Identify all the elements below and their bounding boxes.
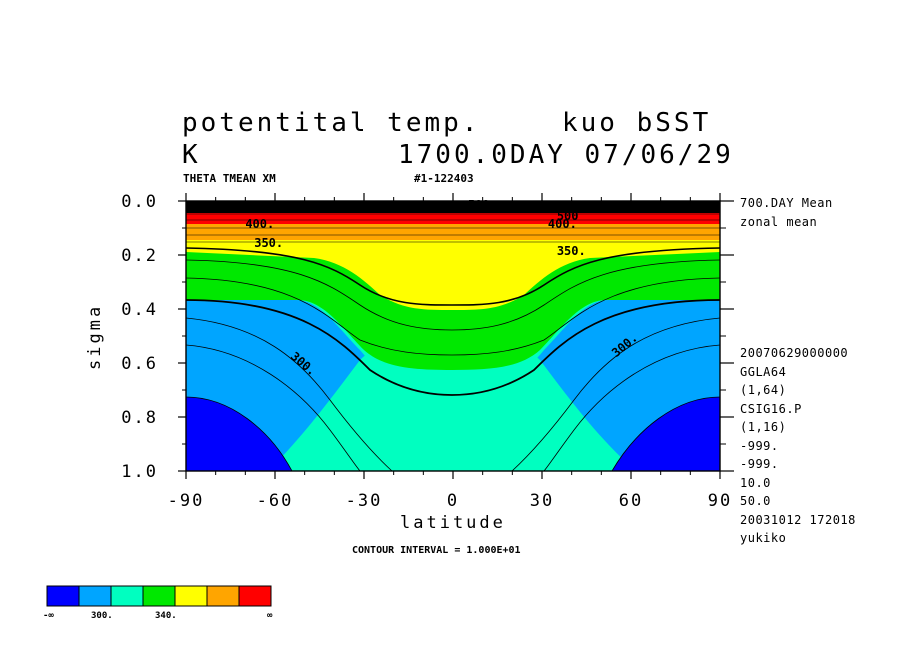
contour-line (186, 396, 293, 471)
contour-line (186, 317, 393, 471)
colorbar-swatch (46, 585, 80, 607)
metadata-line: (1,16) (740, 420, 787, 434)
y-tick-label: 0.4 (121, 300, 158, 320)
colorbar-swatch (142, 585, 176, 607)
band-below-300-sh (186, 397, 292, 471)
mean-period-label: 700.DAY Mean (740, 196, 833, 210)
colorbar: -∞ 300. 340. ∞ (43, 585, 273, 621)
metadata-line: GGLA64 (740, 364, 787, 379)
contour-label: 350. (557, 244, 586, 258)
band-360-380 (186, 238, 720, 310)
colorbar-swatch (174, 585, 208, 607)
y-tick-label: 0.6 (121, 354, 158, 374)
contour-line (186, 247, 720, 306)
x-tick-label: 0 (447, 491, 459, 511)
band-400-450 (186, 212, 720, 224)
metadata-line: 20070629000000 (740, 346, 849, 360)
metadata-line: 10.0 (740, 475, 771, 490)
metadata-line: CSIG16.P (740, 401, 802, 416)
experiment-name: kuo bSST (562, 108, 712, 138)
units-label: K (182, 140, 201, 170)
contour-line (186, 277, 720, 356)
run-id-label: #1-122403 (414, 172, 474, 185)
colorbar-label: -∞ (43, 611, 54, 621)
metadata-line: -999. (740, 457, 779, 471)
contour-line (186, 344, 361, 471)
y-tick-label: 0.0 (121, 192, 158, 212)
contour-label: 500 (557, 209, 579, 223)
y-tick-label: 0.8 (121, 408, 158, 428)
contour-interval-label: CONTOUR INTERVAL = 1.000E+01 (352, 545, 521, 556)
x-tick-label: -60 (257, 491, 294, 511)
band-dense-top (186, 201, 720, 213)
metadata-line: -999. (740, 438, 779, 453)
x-axis-label: latitude (400, 513, 506, 533)
contour-label: 400. (548, 217, 577, 231)
band-below-300-nh (612, 397, 720, 471)
y-tick-label: 1.0 (121, 462, 158, 482)
metadata-line: (1,64) (740, 383, 787, 397)
colorbar-swatch (206, 585, 240, 607)
x-tick-label: -30 (346, 491, 383, 511)
colorbar-swatch (110, 585, 144, 607)
variable-label: THETA TMEAN XM (183, 172, 276, 185)
time-label: 1700.0DAY 07/06/29 (398, 140, 734, 170)
zonal-mean-label: zonal mean (740, 215, 818, 229)
colorbar-label: 300. (91, 611, 113, 621)
band-380-400 (186, 222, 720, 240)
colorbar-label: ∞ (267, 611, 273, 621)
y-tick-label: 0.2 (121, 246, 158, 266)
x-tick-label: 30 (530, 491, 554, 511)
colorbar-swatch (78, 585, 112, 607)
contour-label: 400. (245, 217, 274, 231)
contour-line (611, 396, 720, 471)
contour-label: 350. (254, 236, 283, 250)
x-tick-label: 90 (708, 491, 732, 511)
chart-title: potentital temp. (182, 108, 481, 138)
colorbar-swatch (238, 585, 272, 607)
contour-label: 500 (468, 198, 490, 212)
x-tick-label: -90 (168, 491, 205, 511)
colorbar-label: 340. (155, 611, 177, 621)
contour-line (543, 344, 720, 471)
metadata-line: 50.0 (740, 494, 771, 508)
metadata-line: 20031012 172018 (740, 512, 856, 527)
contour-line (186, 259, 720, 331)
band-cyan-core (294, 380, 610, 471)
contour-line (186, 299, 720, 396)
contour-line (511, 317, 720, 471)
x-tick-label: 60 (619, 491, 643, 511)
metadata-line: yukiko (740, 531, 787, 545)
